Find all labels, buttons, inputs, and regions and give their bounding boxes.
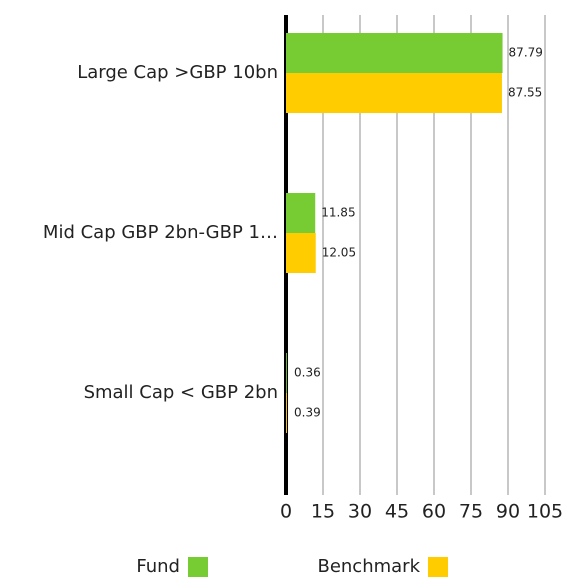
x-tick-label: 105 [527, 501, 563, 523]
x-tick-label: 45 [385, 501, 409, 523]
bar [286, 393, 287, 433]
bar [286, 73, 502, 113]
bar [286, 33, 503, 73]
value-label: 11.85 [321, 206, 355, 220]
category-label: Small Cap < GBP 2bn [84, 382, 278, 403]
value-label: 12.05 [322, 246, 356, 260]
category-label: Mid Cap GBP 2bn-GBP 1… [43, 222, 278, 243]
legend-label: Fund [136, 556, 180, 577]
value-label: 87.79 [509, 46, 543, 60]
legend-swatch [428, 557, 448, 577]
bar [286, 353, 287, 393]
x-tick-label: 90 [496, 501, 520, 523]
legend-label: Benchmark [317, 556, 420, 577]
x-tick-label: 15 [311, 501, 335, 523]
bar [286, 193, 316, 233]
category-label: Large Cap >GBP 10bn [77, 62, 278, 83]
legend-swatch [188, 557, 208, 577]
value-label: 87.55 [508, 86, 542, 100]
x-tick-label: 60 [422, 501, 446, 523]
x-tick-label: 0 [280, 501, 292, 523]
x-tick-label: 30 [348, 501, 372, 523]
x-tick-label: 75 [459, 501, 483, 523]
bar [286, 233, 316, 273]
value-label: 0.39 [294, 406, 321, 420]
value-label: 0.36 [294, 366, 321, 380]
